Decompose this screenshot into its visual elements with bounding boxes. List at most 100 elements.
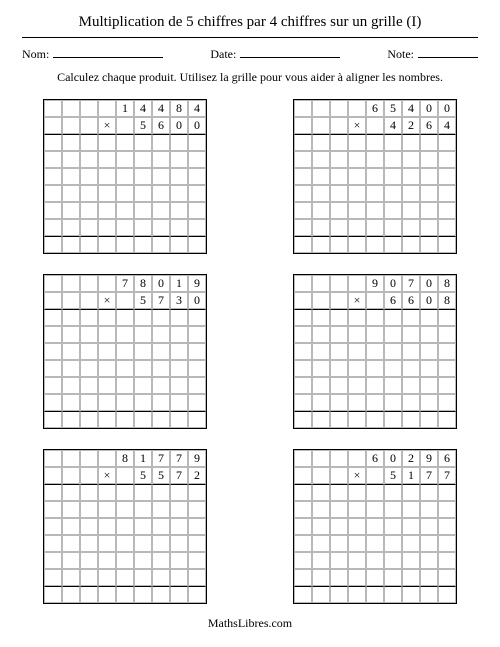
grid-cell: [312, 484, 330, 501]
grid-cell: [116, 343, 134, 360]
grid-cell: [62, 151, 80, 168]
grid-cell: [312, 450, 330, 467]
grid-cell: [170, 377, 188, 394]
grid-cell: [152, 326, 170, 343]
grid-cell: 7: [438, 467, 456, 484]
grid-cell: [312, 394, 330, 411]
grid-cell: [420, 586, 438, 603]
grid-cell: [348, 275, 366, 292]
grid-cell: [420, 394, 438, 411]
grid-cell: [384, 484, 402, 501]
grid-cell: [134, 535, 152, 552]
grid-cell: [188, 569, 206, 586]
grid-cell: [188, 501, 206, 518]
grid-cell: [402, 326, 420, 343]
grid-cell: [294, 151, 312, 168]
grid-cell: [134, 484, 152, 501]
grid-cell: [348, 100, 366, 117]
grid-cell: 0: [420, 292, 438, 309]
grid-cell: [366, 467, 384, 484]
grid-cell: [80, 467, 98, 484]
grid-cell: [116, 518, 134, 535]
grid-cell: [80, 411, 98, 428]
grid-cell: 7: [152, 450, 170, 467]
grid-cell: [402, 236, 420, 253]
grid-cell: [402, 569, 420, 586]
grid-cell: [366, 411, 384, 428]
grid-cell: 0: [152, 275, 170, 292]
grid-cell: [98, 202, 116, 219]
grid-cell: [62, 117, 80, 134]
grid-cell: [438, 202, 456, 219]
grid-cell: [384, 535, 402, 552]
grid-cell: 4: [134, 100, 152, 117]
grid-cell: [170, 185, 188, 202]
grid-cell: [80, 309, 98, 326]
grid-cell: [438, 394, 456, 411]
grid-cell: [366, 236, 384, 253]
grid-cell: 8: [116, 450, 134, 467]
grid-cell: [62, 202, 80, 219]
grid-cell: [384, 343, 402, 360]
grid-cell: [134, 501, 152, 518]
grid-cell: [402, 501, 420, 518]
grid-cell: [44, 275, 62, 292]
grid-cell: [170, 168, 188, 185]
grid-cell: [294, 100, 312, 117]
grid-cell: [330, 219, 348, 236]
grid-cell: [152, 134, 170, 151]
grid-cell: [188, 219, 206, 236]
grid-cell: [98, 360, 116, 377]
grid-cell: [312, 185, 330, 202]
grid-cell: [420, 326, 438, 343]
grid-cell: 7: [170, 467, 188, 484]
grid-cell: [402, 343, 420, 360]
grid-cell: [384, 377, 402, 394]
grid-cell: [438, 569, 456, 586]
grid-cell: [188, 168, 206, 185]
grid-cell: [420, 236, 438, 253]
grid-cell: [402, 219, 420, 236]
grid-cell: 8: [134, 275, 152, 292]
grid-cell: [348, 569, 366, 586]
grid-cell: [44, 117, 62, 134]
grid-cell: [134, 360, 152, 377]
grid-cell: [170, 518, 188, 535]
grid-cell: [330, 518, 348, 535]
grid-cell: [384, 552, 402, 569]
grid-cell: 4: [152, 100, 170, 117]
grid-cell: [62, 450, 80, 467]
grid-cell: 0: [170, 117, 188, 134]
grid-cell: [420, 360, 438, 377]
grid-cell: [62, 394, 80, 411]
grid-cell: [438, 535, 456, 552]
grid-cell: [80, 518, 98, 535]
grid-cell: [80, 185, 98, 202]
grid-cell: [438, 484, 456, 501]
grid-cell: [116, 484, 134, 501]
grid-cell: [62, 377, 80, 394]
grid-cell: [420, 535, 438, 552]
grid-cell: [62, 518, 80, 535]
grid-cell: [170, 202, 188, 219]
grid-cell: [420, 185, 438, 202]
grid-cell: [152, 411, 170, 428]
grid-cell: 1: [116, 100, 134, 117]
grid-cell: [438, 501, 456, 518]
grid-cell: [384, 360, 402, 377]
grid-cell: [330, 360, 348, 377]
grid-cell: [294, 185, 312, 202]
grid-cell: [348, 326, 366, 343]
grid-cell: [188, 377, 206, 394]
grid-cell: [384, 586, 402, 603]
grid-cell: [402, 552, 420, 569]
grid-cell: [62, 185, 80, 202]
nom-underline: [53, 46, 163, 58]
grid-cell: 5: [384, 100, 402, 117]
grid-cell: [312, 343, 330, 360]
grid-cell: [294, 326, 312, 343]
grid-cell: [170, 569, 188, 586]
grid-cell: [62, 326, 80, 343]
grid-cell: [366, 326, 384, 343]
grid-cell: [420, 343, 438, 360]
